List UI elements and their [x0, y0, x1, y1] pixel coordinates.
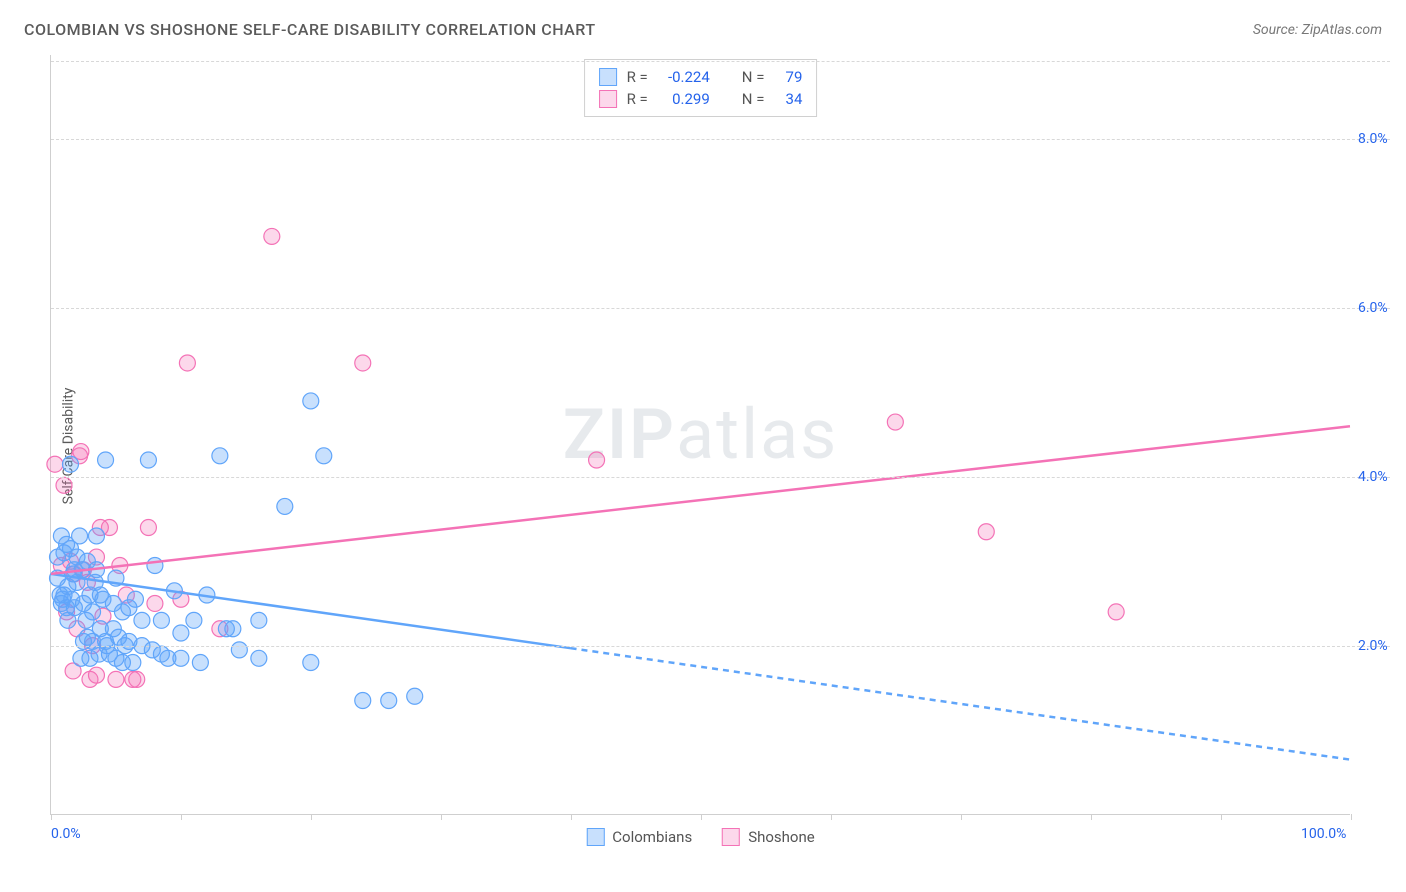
y-tick-label: 2.0%	[1358, 638, 1406, 654]
data-point	[134, 612, 150, 628]
series-legend: Colombians Shoshone	[586, 828, 814, 846]
data-point	[47, 456, 63, 472]
x-tick-label: 0.0%	[51, 826, 81, 842]
data-point	[72, 528, 88, 544]
legend-item: Shoshone	[722, 828, 815, 846]
x-tick-label: 100.0%	[1301, 826, 1346, 842]
data-point	[173, 625, 189, 641]
data-point	[179, 355, 195, 371]
data-point	[978, 524, 994, 540]
y-tick-label: 6.0%	[1358, 300, 1406, 316]
r-label: R =	[627, 90, 648, 108]
data-point	[88, 667, 104, 683]
data-point	[231, 642, 247, 658]
n-value: 79	[774, 68, 802, 86]
x-tick	[571, 814, 572, 820]
data-point	[212, 448, 228, 464]
data-point	[251, 612, 267, 628]
data-point	[186, 612, 202, 628]
x-tick	[311, 814, 312, 820]
r-label: R =	[627, 68, 648, 86]
data-point	[1108, 604, 1124, 620]
x-tick	[1351, 814, 1352, 820]
data-point	[56, 477, 72, 493]
data-point	[147, 595, 163, 611]
data-point	[887, 414, 903, 430]
gridline	[51, 477, 1390, 478]
x-tick	[51, 814, 52, 820]
gridline	[51, 61, 1390, 62]
n-label: N =	[742, 90, 765, 108]
source-attribution: Source: ZipAtlas.com	[1253, 22, 1382, 38]
x-tick	[701, 814, 702, 820]
n-label: N =	[742, 68, 765, 86]
chart-plot-area: ZIPatlas R = -0.224 N = 79 R = 0.299 N =…	[50, 55, 1350, 815]
stats-legend-row: R = -0.224 N = 79	[599, 66, 803, 88]
data-point	[62, 456, 78, 472]
legend-item: Colombians	[586, 828, 692, 846]
legend-swatch	[599, 90, 617, 108]
data-point	[108, 671, 124, 687]
legend-swatch	[586, 828, 604, 846]
x-tick	[1221, 814, 1222, 820]
legend-label: Colombians	[612, 828, 692, 846]
legend-swatch	[599, 68, 617, 86]
data-point	[140, 520, 156, 536]
gridline	[51, 308, 1390, 309]
chart-title: COLOMBIAN VS SHOSHONE SELF-CARE DISABILI…	[24, 20, 596, 39]
gridline	[51, 139, 1390, 140]
data-point	[264, 228, 280, 244]
data-point	[127, 591, 143, 607]
stats-legend-row: R = 0.299 N = 34	[599, 88, 803, 110]
data-point	[589, 452, 605, 468]
data-point	[316, 448, 332, 464]
y-tick-label: 8.0%	[1358, 131, 1406, 147]
data-point	[355, 693, 371, 709]
y-tick-label: 4.0%	[1358, 469, 1406, 485]
legend-swatch	[722, 828, 740, 846]
data-point	[303, 655, 319, 671]
data-point	[355, 355, 371, 371]
data-point	[381, 693, 397, 709]
x-tick	[1091, 814, 1092, 820]
data-point	[129, 671, 145, 687]
data-point	[140, 452, 156, 468]
x-tick	[831, 814, 832, 820]
trend-line	[51, 426, 1350, 574]
legend-label: Shoshone	[748, 828, 815, 846]
data-point	[98, 452, 114, 468]
r-value: -0.224	[658, 68, 710, 86]
scatter-svg	[51, 55, 1350, 814]
data-point	[251, 650, 267, 666]
data-point	[88, 528, 104, 544]
r-value: 0.299	[658, 90, 710, 108]
data-point	[225, 621, 241, 637]
stats-legend: R = -0.224 N = 79 R = 0.299 N = 34	[584, 59, 818, 117]
trend-line	[571, 648, 1350, 759]
data-point	[192, 655, 208, 671]
data-point	[303, 393, 319, 409]
data-point	[407, 688, 423, 704]
data-point	[147, 557, 163, 573]
data-point	[125, 655, 141, 671]
x-tick	[181, 814, 182, 820]
n-value: 34	[774, 90, 802, 108]
x-tick	[961, 814, 962, 820]
gridline	[51, 646, 1390, 647]
data-point	[173, 650, 189, 666]
x-tick	[441, 814, 442, 820]
data-point	[153, 612, 169, 628]
data-point	[277, 498, 293, 514]
